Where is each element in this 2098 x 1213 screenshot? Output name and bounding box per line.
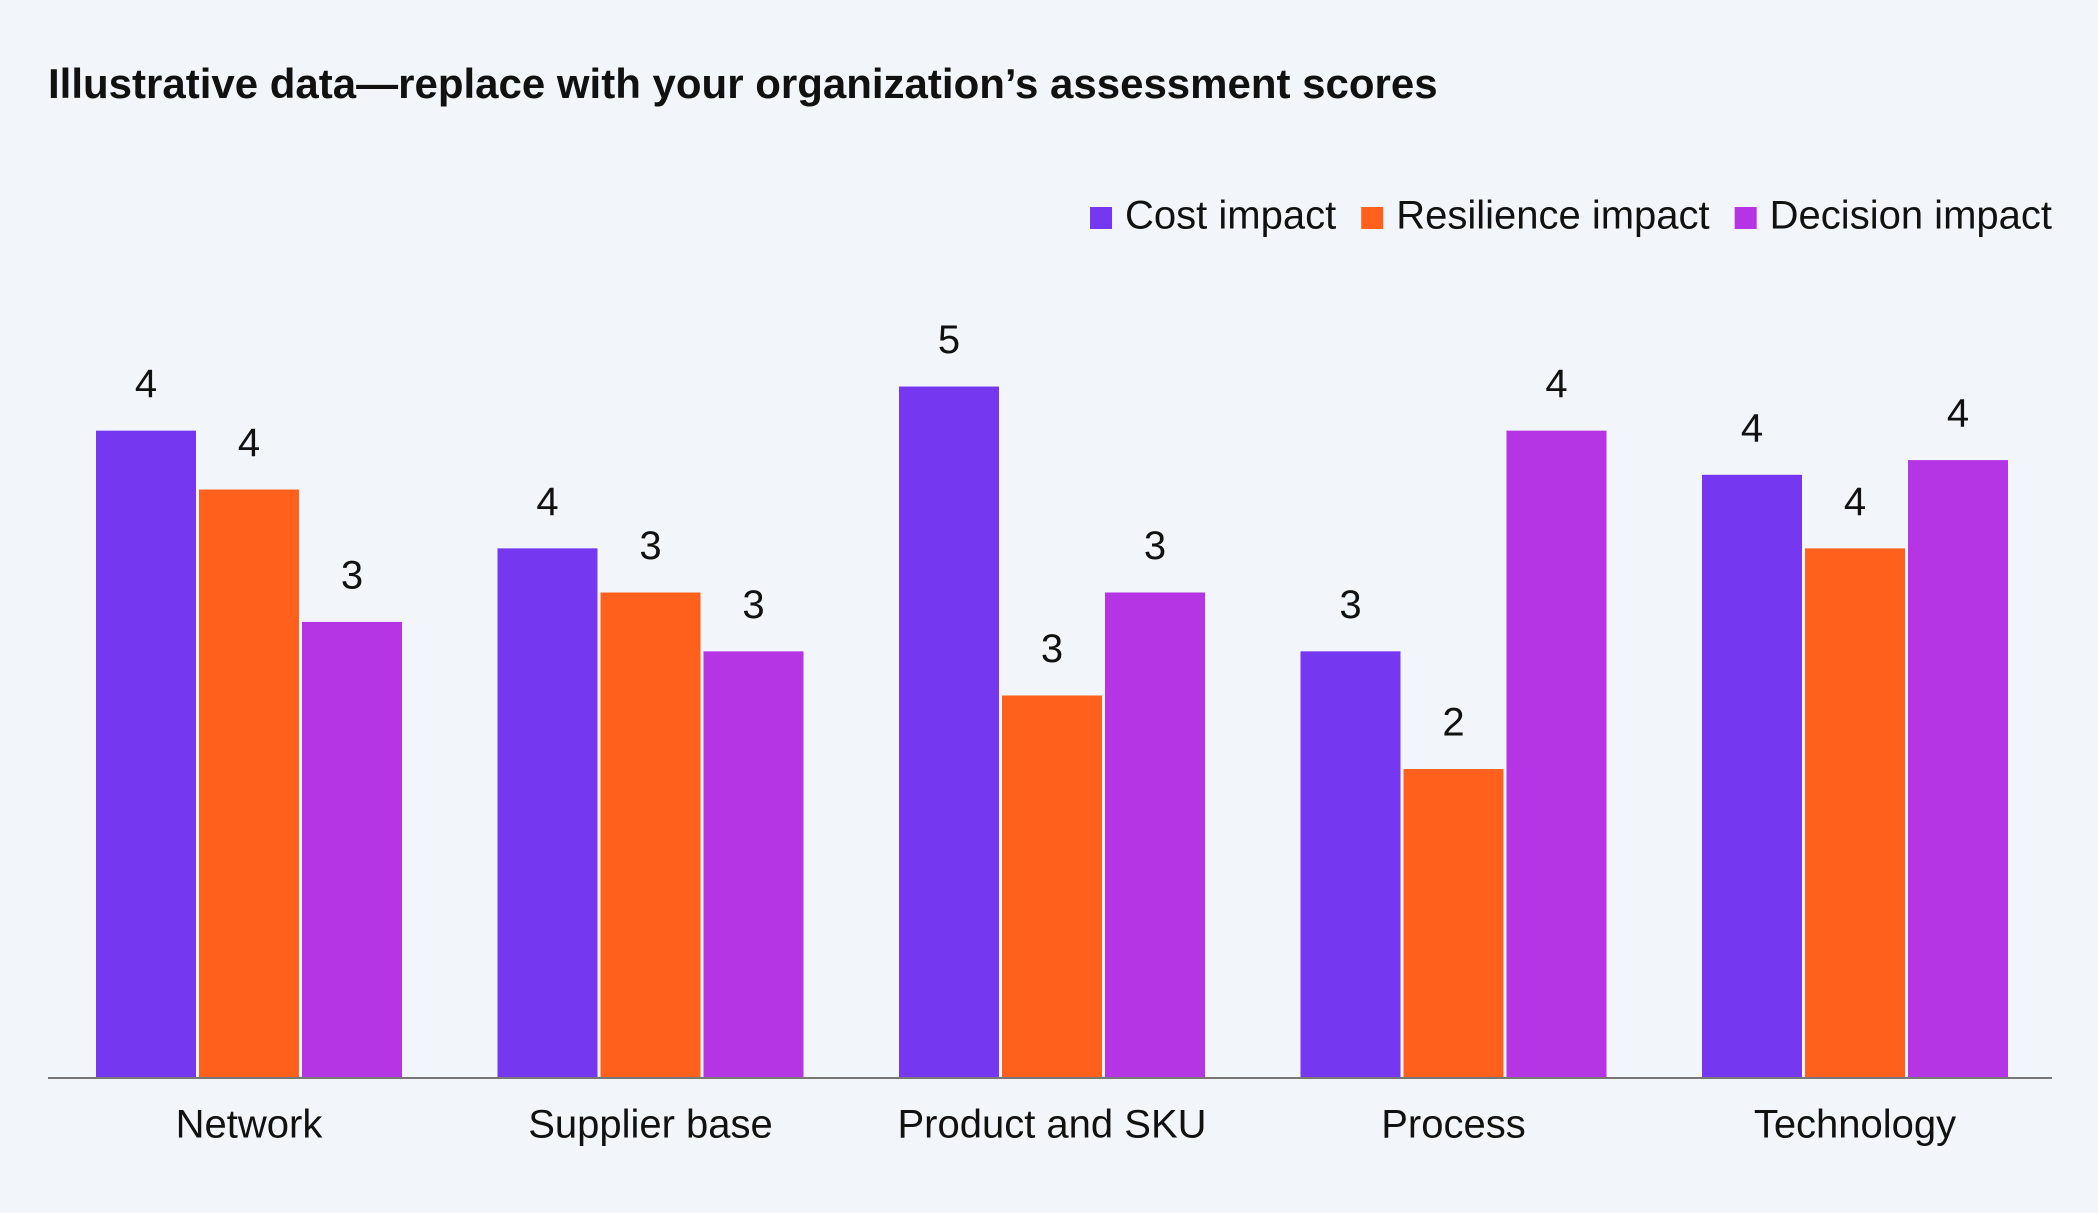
- bar: [96, 430, 196, 1078]
- bar: [703, 651, 804, 1078]
- x-tick-label: Process: [1381, 1103, 1526, 1147]
- legend-label: Resilience impact: [1396, 194, 1709, 238]
- value-label: 3: [1144, 524, 1166, 568]
- bar: [1805, 548, 1905, 1078]
- bar: [302, 621, 402, 1078]
- value-label: 4: [135, 362, 157, 406]
- value-label: 4: [238, 421, 260, 465]
- value-label: 3: [1041, 627, 1063, 671]
- bar: [1002, 695, 1102, 1078]
- bar: [497, 548, 598, 1078]
- value-label: 3: [341, 553, 363, 597]
- bar: [199, 489, 299, 1078]
- chart-title: Illustrative data—replace with your orga…: [48, 60, 1438, 107]
- x-tick-label: Supplier base: [528, 1103, 773, 1147]
- x-tick-label: Network: [176, 1103, 324, 1147]
- legend-swatch: [1090, 207, 1113, 229]
- bar: [1105, 592, 1205, 1078]
- bar: [1702, 474, 1802, 1078]
- value-label: 3: [639, 524, 661, 568]
- bar: [600, 592, 701, 1078]
- value-label: 4: [1545, 362, 1567, 406]
- bar: [899, 386, 999, 1079]
- bar: [1403, 769, 1504, 1078]
- value-label: 4: [1947, 392, 1969, 436]
- value-label: 2: [1442, 701, 1464, 745]
- legend-label: Cost impact: [1125, 194, 1336, 238]
- value-label: 4: [1844, 480, 1866, 524]
- legend-label: Decision impact: [1770, 194, 2052, 238]
- value-label: 5: [938, 318, 960, 362]
- legend-swatch: [1361, 207, 1384, 229]
- value-label: 4: [536, 480, 558, 524]
- legend-swatch: [1734, 207, 1757, 229]
- x-tick-label: Product and SKU: [897, 1103, 1206, 1147]
- bar: [1506, 430, 1607, 1078]
- bar: [1300, 651, 1401, 1078]
- x-tick-label: Technology: [1754, 1103, 1956, 1147]
- value-label: 4: [1741, 406, 1763, 450]
- value-label: 3: [742, 583, 764, 627]
- value-label: 3: [1339, 583, 1361, 627]
- bar: [1908, 460, 2008, 1079]
